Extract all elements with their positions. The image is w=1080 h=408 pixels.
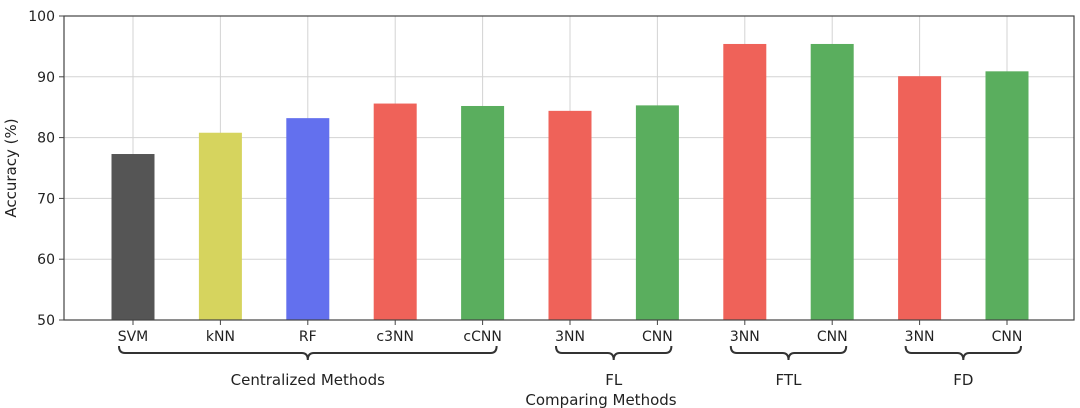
group-bracket [555, 345, 673, 361]
group-label: FTL [776, 371, 803, 389]
x-axis-label: Comparing Methods [525, 391, 676, 408]
bar-ccnn [461, 105, 505, 320]
y-tick-label: 50 [37, 313, 55, 329]
x-tick-label: RF [299, 329, 317, 345]
bar-svm [111, 154, 155, 320]
x-tick-label: CNN [642, 329, 673, 345]
bar-3nn [723, 43, 767, 321]
y-axis-label: Accuracy (%) [2, 118, 20, 217]
y-tick-label: 90 [37, 70, 55, 86]
bars-layer [111, 43, 1029, 321]
bar-c3nn [373, 103, 417, 320]
group-label: FD [953, 371, 973, 389]
group-bracket [729, 345, 848, 361]
group-bracket [904, 345, 1022, 361]
bar-cnn [635, 105, 679, 320]
group-label: Centralized Methods [231, 371, 385, 389]
x-tick-label: 3NN [905, 329, 935, 345]
x-tick-label: CNN [992, 329, 1023, 345]
bar-cnn [985, 71, 1029, 320]
x-tick-label: 3NN [730, 329, 760, 345]
bar-cnn [810, 43, 854, 321]
bar-rf [286, 118, 330, 320]
group-label: FL [605, 371, 623, 389]
y-tick-label: 60 [37, 252, 55, 268]
x-tick-label: SVM [118, 329, 149, 345]
bar-knn [198, 132, 242, 320]
group-bracket [118, 345, 498, 361]
bar-3nn [898, 76, 942, 320]
x-tick-label: CNN [817, 329, 848, 345]
y-tick-label: 70 [37, 191, 55, 207]
group-brackets: Centralized Methods FL FTL FD [118, 345, 1022, 389]
x-tick-label: kNN [206, 329, 235, 345]
y-ticks: 50 60 70 80 90 100 [28, 9, 64, 329]
plot-frame [63, 15, 1075, 321]
x-ticks: SVM kNN RF c3NN cCNN 3NN CNN 3NN CNN 3NN CNN [118, 320, 1023, 345]
x-tick-label: 3NN [555, 329, 585, 345]
bar-3nn [548, 110, 592, 321]
x-tick-label: cCNN [463, 329, 501, 345]
x-tick-label: c3NN [376, 329, 414, 345]
y-tick-label: 80 [37, 131, 55, 147]
y-tick-label: 100 [28, 9, 55, 25]
